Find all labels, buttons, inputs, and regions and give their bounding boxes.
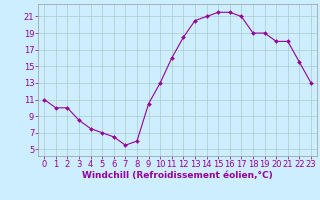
X-axis label: Windchill (Refroidissement éolien,°C): Windchill (Refroidissement éolien,°C) bbox=[82, 171, 273, 180]
